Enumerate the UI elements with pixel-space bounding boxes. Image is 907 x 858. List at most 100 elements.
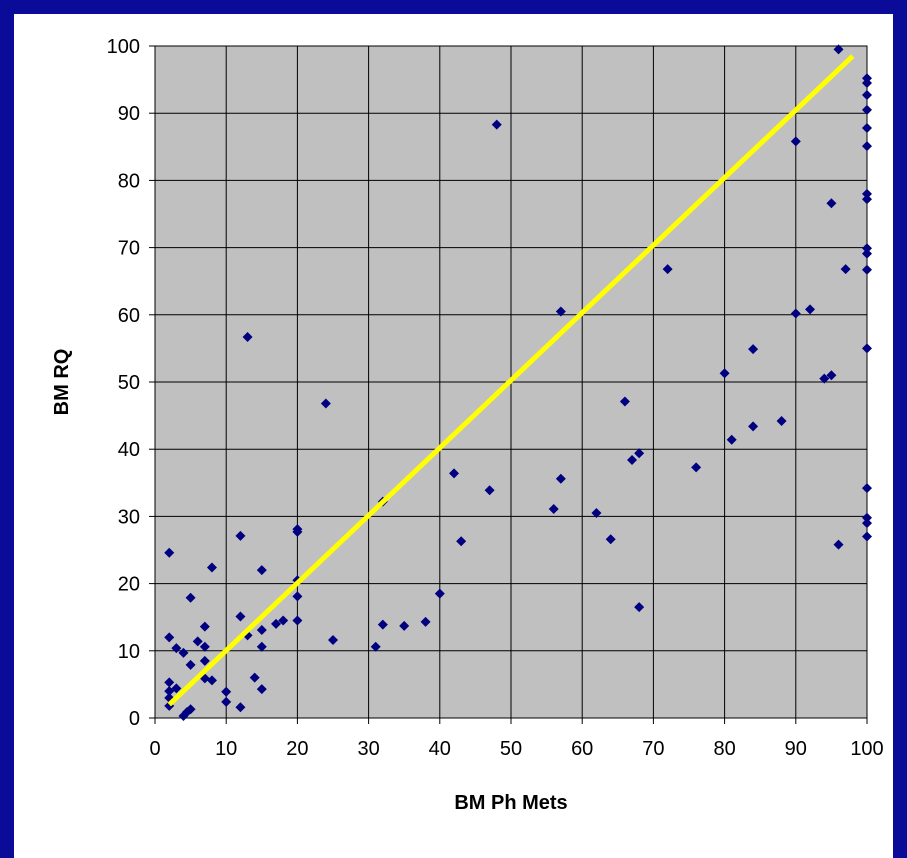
data-point bbox=[206, 562, 217, 573]
data-point bbox=[271, 618, 282, 629]
data-point bbox=[206, 675, 217, 686]
data-point bbox=[826, 198, 837, 209]
x-tick-label: 90 bbox=[785, 738, 807, 760]
data-point bbox=[484, 485, 495, 496]
data-point bbox=[862, 483, 872, 494]
data-point bbox=[627, 454, 638, 465]
data-point bbox=[178, 647, 189, 658]
y-axis-title: BM RQ bbox=[51, 349, 73, 416]
x-tick-label: 10 bbox=[215, 738, 237, 760]
data-point bbox=[235, 530, 246, 541]
data-point bbox=[619, 396, 630, 407]
data-point bbox=[256, 684, 267, 695]
data-point bbox=[292, 591, 303, 602]
data-point bbox=[691, 462, 702, 473]
data-point bbox=[164, 677, 175, 688]
data-point bbox=[719, 368, 730, 379]
data-point bbox=[256, 565, 267, 576]
data-point bbox=[399, 620, 410, 631]
chart-panel: 0 10 20 30 40 50 60 70 80 90 100 0 10 20 30 40 50 60 70 80… bbox=[14, 14, 893, 858]
data-point bbox=[434, 588, 445, 599]
y-tick-label: 90 bbox=[118, 103, 140, 125]
data-point bbox=[199, 641, 210, 652]
data-point bbox=[456, 536, 467, 547]
y-tick-label: 50 bbox=[118, 372, 140, 394]
scatter-chart: 0 10 20 30 40 50 60 70 80 90 100 0 10 20 30 40 50 60 70 80… bbox=[51, 36, 884, 814]
data-point bbox=[256, 641, 267, 652]
data-point bbox=[748, 421, 759, 432]
data-point bbox=[491, 119, 502, 130]
data-point bbox=[199, 655, 210, 666]
data-point bbox=[862, 77, 872, 88]
data-point bbox=[790, 308, 801, 319]
data-point bbox=[164, 632, 175, 643]
x-tick-label: 0 bbox=[149, 738, 160, 760]
data-point bbox=[555, 306, 566, 317]
y-tick-label: 60 bbox=[118, 305, 140, 327]
data-point bbox=[862, 264, 872, 275]
y-tick-label: 40 bbox=[118, 439, 140, 461]
data-point bbox=[833, 44, 844, 55]
x-tick-label: 30 bbox=[357, 738, 379, 760]
data-point bbox=[862, 512, 872, 523]
x-tick-label: 70 bbox=[642, 738, 664, 760]
x-tick-label: 50 bbox=[500, 738, 522, 760]
data-point bbox=[185, 704, 196, 715]
data-point bbox=[192, 636, 203, 647]
y-tick-label: 100 bbox=[107, 36, 140, 58]
data-point bbox=[292, 526, 303, 537]
x-tick-label: 40 bbox=[429, 738, 451, 760]
data-point bbox=[591, 508, 602, 519]
data-point bbox=[862, 518, 872, 529]
gridlines bbox=[154, 45, 868, 719]
data-point bbox=[862, 188, 872, 199]
y-tick-label: 20 bbox=[118, 574, 140, 596]
trend-line bbox=[167, 54, 855, 707]
data-point bbox=[748, 344, 759, 355]
data-point bbox=[256, 624, 267, 635]
data-point bbox=[249, 672, 260, 683]
data-point bbox=[605, 534, 616, 545]
y-tick-label: 80 bbox=[118, 170, 140, 192]
data-point bbox=[776, 415, 787, 426]
data-point bbox=[634, 448, 645, 459]
data-point bbox=[634, 602, 645, 613]
data-point bbox=[221, 686, 232, 697]
data-point bbox=[377, 619, 388, 630]
data-point bbox=[292, 615, 303, 626]
data-point bbox=[840, 264, 851, 275]
data-point bbox=[862, 243, 872, 254]
x-tick-label: 80 bbox=[713, 738, 735, 760]
data-point bbox=[726, 434, 737, 445]
data-point bbox=[662, 264, 673, 275]
data-point bbox=[420, 616, 431, 627]
data-point bbox=[235, 702, 246, 713]
data-point bbox=[862, 248, 872, 259]
data-point bbox=[862, 90, 872, 101]
data-point bbox=[862, 104, 872, 115]
x-axis-ticks: 0 10 20 30 40 50 60 70 80 90 100 bbox=[149, 718, 884, 760]
data-point bbox=[548, 504, 559, 515]
x-tick-label: 100 bbox=[850, 738, 883, 760]
data-point bbox=[185, 659, 196, 670]
data-point bbox=[171, 643, 182, 654]
data-point bbox=[555, 473, 566, 484]
x-tick-label: 20 bbox=[286, 738, 308, 760]
data-point bbox=[862, 343, 872, 354]
y-tick-label: 0 bbox=[129, 708, 140, 730]
data-point bbox=[221, 696, 232, 707]
data-point bbox=[235, 611, 246, 622]
data-point bbox=[449, 468, 460, 479]
data-point bbox=[164, 547, 175, 558]
data-point bbox=[819, 373, 830, 384]
data-point bbox=[862, 531, 872, 542]
data-point bbox=[862, 141, 872, 152]
data-point bbox=[862, 194, 872, 205]
data-point bbox=[805, 304, 816, 315]
data-point bbox=[185, 592, 196, 603]
data-point bbox=[320, 398, 331, 409]
y-axis-ticks: 0 10 20 30 40 50 60 70 80 90 100 bbox=[107, 36, 155, 730]
data-point bbox=[826, 370, 837, 381]
y-tick-label: 70 bbox=[118, 238, 140, 260]
data-point bbox=[862, 122, 872, 133]
